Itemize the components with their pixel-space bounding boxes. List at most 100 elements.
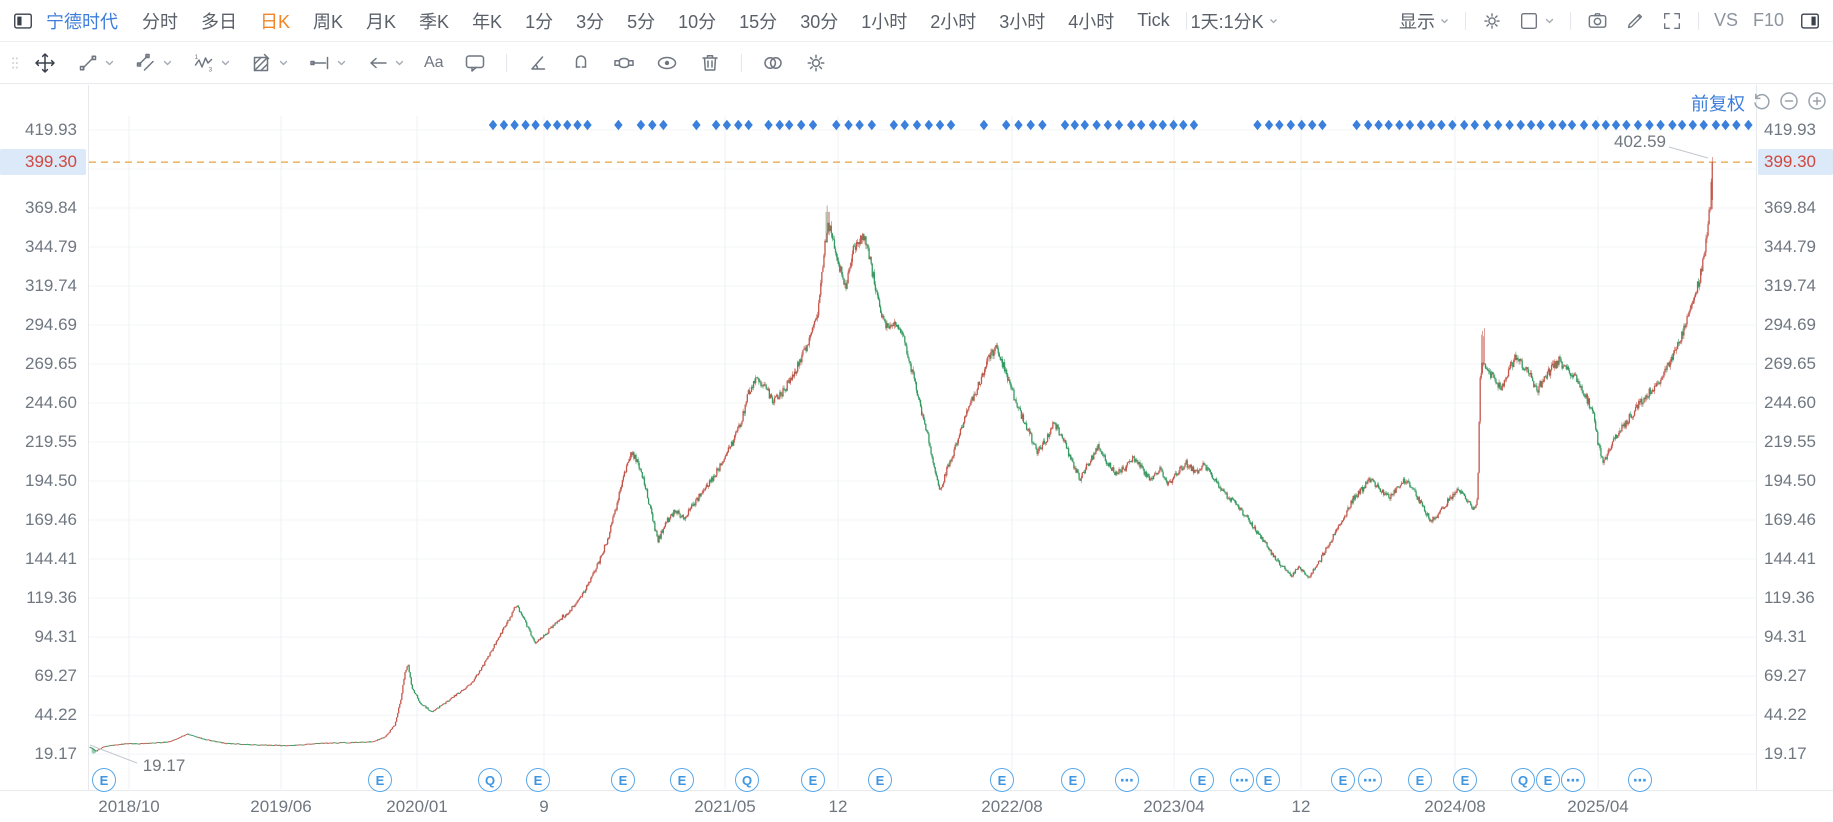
event-marker-E[interactable]: E: [368, 768, 392, 792]
toolbar-right-group: 显示 VS F10: [1399, 8, 1821, 34]
price-axis-label: 269.65: [1764, 353, 1816, 373]
vs-compare-button[interactable]: VS: [1713, 10, 1738, 30]
recent-high-label: 402.59: [1614, 132, 1666, 151]
overlay-compare-icon[interactable]: [761, 51, 785, 75]
time-axis-label: 9: [539, 797, 549, 816]
event-marker-E[interactable]: E: [670, 768, 694, 792]
display-menu[interactable]: 显示: [1399, 8, 1450, 34]
period-tab-周K[interactable]: 周K: [313, 11, 344, 32]
f10-info-button[interactable]: F10: [1752, 10, 1784, 30]
visibility-tool-icon[interactable]: [655, 51, 679, 75]
period-tab-Tick[interactable]: Tick: [1137, 10, 1170, 30]
event-marker-E[interactable]: E: [801, 768, 825, 792]
event-marker-Q[interactable]: Q: [735, 768, 759, 792]
period-tab-4小时[interactable]: 4小时: [1068, 11, 1115, 32]
period-tab-2小时[interactable]: 2小时: [930, 11, 977, 32]
interval-selector[interactable]: 1天:1分K: [1191, 8, 1279, 34]
price-axis-label: 194.50: [25, 471, 77, 490]
event-marker-more[interactable]: ⋯: [1230, 768, 1254, 792]
event-marker-E[interactable]: E: [92, 768, 116, 792]
event-marker-more[interactable]: ⋯: [1358, 768, 1382, 792]
period-tab-1小时[interactable]: 1小时: [861, 11, 908, 32]
magnet-snap-icon[interactable]: [569, 51, 593, 75]
interval-selector-label: 1天:1分K: [1190, 11, 1264, 32]
event-marker-E[interactable]: E: [526, 768, 550, 792]
event-marker-E[interactable]: E: [868, 768, 892, 792]
price-axis-label: 269.65: [25, 353, 77, 373]
event-marker-E[interactable]: E: [1190, 768, 1214, 792]
zoom-in-icon[interactable]: [1806, 90, 1828, 117]
fullscreen-icon[interactable]: [1661, 10, 1683, 32]
undo-icon[interactable]: [1750, 90, 1772, 117]
period-tab-30分[interactable]: 30分: [800, 11, 839, 32]
period-tab-季K[interactable]: 季K: [419, 11, 450, 32]
event-marker-more[interactable]: ⋯: [1561, 768, 1585, 792]
period-tab-3小时[interactable]: 3小时: [999, 11, 1046, 32]
screenshot-camera-icon[interactable]: [1586, 9, 1609, 32]
price-axis-label: 419.93: [25, 120, 77, 139]
event-marker-more[interactable]: ⋯: [1115, 768, 1139, 792]
event-marker-more[interactable]: ⋯: [1628, 768, 1652, 792]
right-panel-toggle-icon[interactable]: [1799, 10, 1821, 32]
main-toolbar: 宁德时代 分时 多日 日K 周K 月K 季K 年K 1分 3分 5分 10分 15分 30分 1小时 2小时…: [0, 0, 1833, 42]
period-tab-月K[interactable]: 月K: [366, 11, 397, 32]
event-marker-E[interactable]: E: [1453, 768, 1477, 792]
price-axis-label: 69.27: [1764, 665, 1807, 685]
move-tool-icon[interactable]: [33, 51, 57, 75]
price-axis-label: 219.55: [1764, 432, 1816, 451]
drawing-settings-gear-icon[interactable]: [804, 51, 828, 75]
price-axis-label: 119.36: [26, 588, 77, 607]
angle-tool-icon[interactable]: [526, 51, 550, 75]
extend-line-tool-icon[interactable]: [308, 51, 347, 75]
layout-select-icon[interactable]: [1518, 10, 1555, 32]
delete-drawings-icon[interactable]: [698, 51, 722, 75]
period-tab-15分[interactable]: 15分: [739, 11, 778, 32]
time-axis-label: 2018/10: [98, 797, 160, 816]
event-marker-E[interactable]: E: [611, 768, 635, 792]
period-tab-分时[interactable]: 分时: [142, 11, 178, 32]
price-axis-label: 69.27: [34, 665, 77, 685]
period-tab-3分[interactable]: 3分: [576, 11, 605, 32]
period-tab-1分[interactable]: 1分: [525, 11, 554, 32]
period-tab-5分[interactable]: 5分: [627, 11, 656, 32]
price-axis-label: 144.41: [25, 548, 77, 568]
text-tool-icon[interactable]: Aa: [424, 53, 444, 71]
trendline-tool-icon[interactable]: [76, 51, 115, 75]
period-tab-10分[interactable]: 10分: [678, 11, 717, 32]
sidebar-toggle-icon[interactable]: [12, 10, 34, 32]
draw-pencil-icon[interactable]: [1624, 10, 1646, 32]
price-axis-label: 94.31: [34, 627, 77, 646]
event-marker-E[interactable]: E: [1331, 768, 1355, 792]
settings-gear-icon[interactable]: [1481, 10, 1503, 32]
price-axis-label: 169.46: [25, 509, 77, 529]
divider: [740, 53, 742, 72]
event-marker-E[interactable]: E: [990, 768, 1014, 792]
note-bubble-tool-icon[interactable]: [463, 51, 487, 75]
event-marker-Q[interactable]: Q: [478, 768, 502, 792]
price-axis-label: 19.17: [1764, 744, 1807, 763]
period-tab-年K[interactable]: 年K: [472, 11, 503, 32]
period-tab-日K[interactable]: 日K: [260, 11, 291, 32]
adjustment-mode-button[interactable]: 前复权: [1691, 94, 1745, 114]
zoom-out-icon[interactable]: [1778, 90, 1800, 117]
event-marker-E[interactable]: E: [1256, 768, 1280, 792]
channel-tool-icon[interactable]: [134, 51, 173, 75]
period-tab-多日[interactable]: 多日: [201, 11, 237, 32]
price-axis-label: 19.17: [34, 744, 77, 763]
price-axis-label: 294.69: [1764, 315, 1816, 334]
time-axis-label: 2024/08: [1424, 797, 1486, 816]
stock-symbol[interactable]: 宁德时代: [46, 11, 118, 32]
time-axis-label: 12: [1291, 797, 1311, 816]
drag-handle-icon[interactable]: [10, 52, 20, 74]
gann-box-tool-icon[interactable]: [250, 51, 289, 75]
event-marker-E[interactable]: E: [1536, 768, 1560, 792]
event-marker-E[interactable]: E: [1408, 768, 1432, 792]
continuous-drawing-icon[interactable]: [612, 51, 636, 75]
arrow-tool-icon[interactable]: [366, 51, 405, 75]
low-callout-line: [89, 744, 138, 764]
event-marker-E[interactable]: E: [1061, 768, 1085, 792]
event-marker-Q[interactable]: Q: [1511, 768, 1535, 792]
